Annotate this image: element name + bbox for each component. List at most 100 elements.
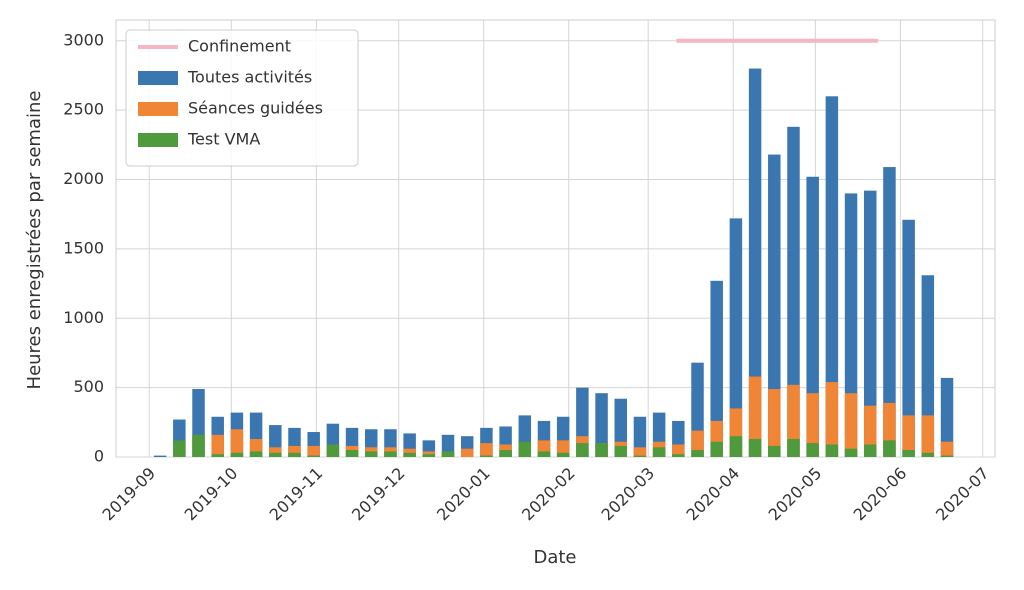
bar <box>864 190 877 457</box>
bar <box>844 193 858 457</box>
bar <box>902 415 915 457</box>
x-tick-label: 2020-05 <box>765 464 826 525</box>
legend-swatch <box>138 102 178 116</box>
bar <box>902 219 915 457</box>
bar <box>940 377 954 457</box>
bar <box>729 436 743 457</box>
bar <box>902 450 915 457</box>
bar <box>883 440 896 457</box>
x-tick-label: 2019-10 <box>181 464 242 525</box>
bar <box>211 434 224 457</box>
bar <box>173 440 186 457</box>
bar <box>806 393 819 457</box>
bar <box>864 405 877 457</box>
legend-label: Test VMA <box>187 130 260 149</box>
bar <box>288 445 301 457</box>
x-tick-label: 2020-04 <box>683 464 744 525</box>
bar <box>864 444 877 457</box>
y-tick-label: 2000 <box>63 169 104 188</box>
bar <box>844 448 858 457</box>
bar <box>422 454 436 457</box>
bar <box>633 447 647 457</box>
bar <box>460 448 474 457</box>
bar <box>787 126 800 458</box>
bar <box>883 167 896 458</box>
bar <box>556 452 570 457</box>
bar <box>825 444 839 457</box>
legend: Confinement Toutes activités Séances guidé… <box>125 29 359 167</box>
x-tick-label: 2019-11 <box>266 464 327 525</box>
y-tick-label: 500 <box>73 377 104 396</box>
bar <box>384 451 397 457</box>
bar <box>230 429 244 457</box>
bar <box>768 389 781 457</box>
bar <box>595 393 608 457</box>
x-tick-label: 2020-07 <box>932 464 993 525</box>
y-axis-label: Heures enregistrées par semaine <box>24 91 45 390</box>
bar <box>595 443 608 457</box>
y-tick-label: 3000 <box>63 30 104 49</box>
bar <box>576 443 589 457</box>
bar <box>652 447 666 457</box>
bar <box>787 438 800 457</box>
bar <box>672 454 685 457</box>
bar <box>365 451 378 457</box>
x-axis-label: Date <box>533 547 576 568</box>
bar <box>518 441 532 457</box>
y-tick-label: 2500 <box>63 100 104 119</box>
x-tick-label: 2020-02 <box>518 464 579 525</box>
bar <box>940 441 954 457</box>
x-tick-label: 2019-12 <box>348 464 409 525</box>
legend-swatch <box>138 133 178 147</box>
legend-swatch <box>138 71 178 85</box>
x-tick-label: 2020-01 <box>433 464 494 525</box>
bar <box>768 445 781 457</box>
bar <box>537 451 551 457</box>
bar <box>403 452 416 457</box>
bar <box>269 447 282 457</box>
bar <box>153 455 167 457</box>
bar <box>691 450 704 457</box>
legend-label: Toutes activités <box>187 68 312 87</box>
bar <box>403 448 416 457</box>
bar <box>672 444 685 457</box>
bar <box>768 154 781 458</box>
bar <box>480 455 493 457</box>
y-tick-label: 1000 <box>63 308 104 327</box>
x-tick-label: 2020-03 <box>597 464 658 525</box>
marks <box>153 38 954 458</box>
bar <box>614 445 627 457</box>
bar <box>633 416 647 457</box>
bar <box>806 443 819 457</box>
bar <box>940 455 954 457</box>
bar <box>480 443 493 457</box>
bar <box>307 455 320 457</box>
bar <box>825 96 839 458</box>
bar <box>211 454 224 457</box>
bar <box>729 218 743 457</box>
x-tick-label: 2019-09 <box>99 464 160 525</box>
bar <box>748 376 762 457</box>
bar <box>748 438 762 457</box>
bar <box>441 451 455 457</box>
x-tick-label: 2020-06 <box>850 464 911 525</box>
bar <box>633 455 647 457</box>
y-tick-label: 1500 <box>63 238 104 257</box>
bar <box>748 68 762 458</box>
bar <box>921 452 935 457</box>
y-tick-label: 0 <box>94 447 104 466</box>
bar <box>499 450 512 457</box>
bar <box>307 445 320 457</box>
bar <box>249 451 263 457</box>
legend-label: Confinement <box>188 37 291 56</box>
legend-label: Séances guidées <box>188 99 323 118</box>
bar <box>921 275 935 457</box>
bar <box>710 441 723 457</box>
bar <box>921 415 935 457</box>
legend-box <box>125 29 359 167</box>
bar <box>345 450 359 457</box>
bar <box>269 452 282 457</box>
bar <box>806 176 819 457</box>
bar <box>230 452 244 457</box>
